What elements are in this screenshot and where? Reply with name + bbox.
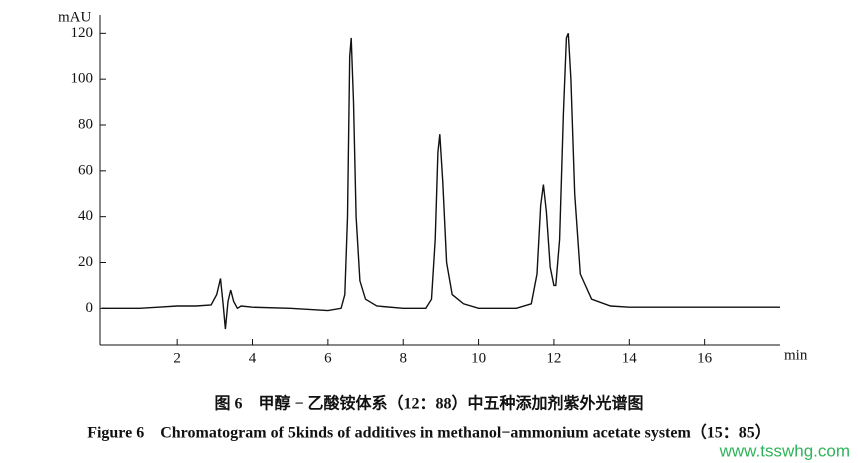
x-tick-label: 14 [622,350,638,366]
x-tick-label: 2 [173,350,181,366]
caption-zh: 图 6 甲醇 − 乙酸铵体系（12：88）中五种添加剂紫外光谱图 [214,394,643,413]
y-tick-label: 120 [71,25,94,41]
x-tick-label: 12 [546,350,561,366]
y-tick-label: 80 [78,116,93,132]
x-tick-label: 6 [324,350,332,366]
x-tick-label: 10 [471,350,486,366]
caption-en: Figure 6 Chromatogram of 5kinds of addit… [87,424,771,442]
y-tick-label: 20 [78,254,93,270]
x-tick-label: 16 [697,350,713,366]
y-tick-label: 0 [86,300,94,316]
x-tick-label: 4 [249,350,257,366]
y-axis-label: mAU [58,9,92,25]
y-tick-label: 60 [78,162,93,178]
watermark: www.tsswhg.com [719,441,850,460]
y-tick-label: 100 [71,71,94,87]
y-tick-label: 40 [78,208,93,224]
x-tick-label: 8 [399,350,407,366]
trace-line [101,33,780,330]
x-axis-label: min [784,347,808,363]
